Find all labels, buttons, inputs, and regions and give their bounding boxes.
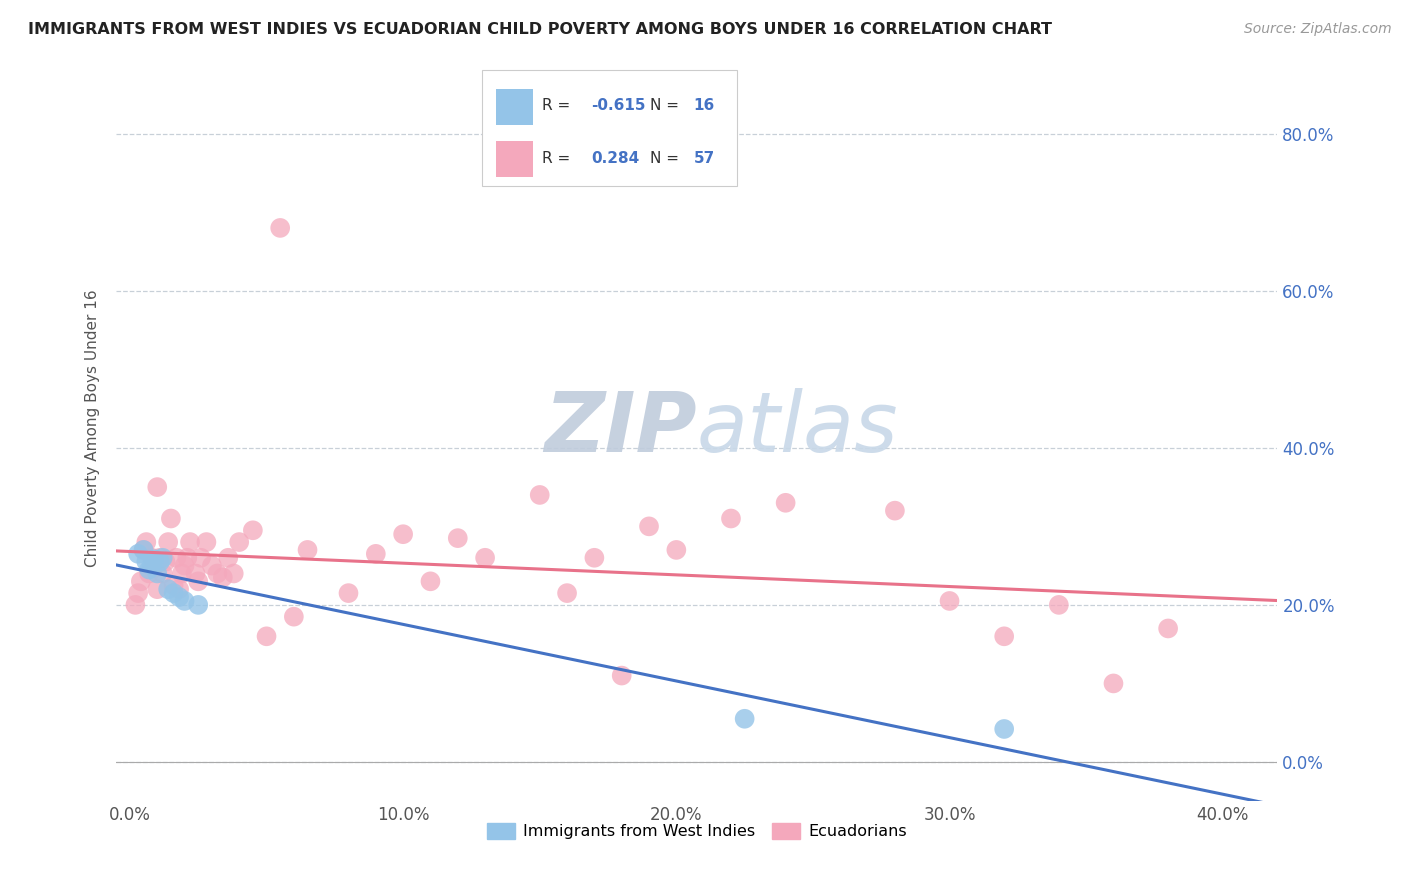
- Text: atlas: atlas: [697, 388, 898, 468]
- Point: [163, 578, 186, 592]
- Text: 57: 57: [693, 151, 714, 166]
- Point: [938, 594, 960, 608]
- Point: [447, 531, 470, 545]
- Point: [555, 586, 578, 600]
- Point: [222, 566, 245, 581]
- Point: [124, 598, 146, 612]
- Point: [135, 555, 157, 569]
- Point: [152, 566, 174, 581]
- Point: [146, 480, 169, 494]
- Point: [734, 712, 756, 726]
- Point: [187, 598, 209, 612]
- Point: [170, 566, 193, 581]
- Y-axis label: Child Poverty Among Boys Under 16: Child Poverty Among Boys Under 16: [86, 289, 100, 567]
- Point: [269, 221, 291, 235]
- Point: [256, 629, 278, 643]
- Point: [167, 582, 190, 597]
- Point: [155, 555, 177, 569]
- Point: [157, 582, 180, 597]
- Point: [149, 550, 172, 565]
- Point: [364, 547, 387, 561]
- Text: -0.615: -0.615: [591, 98, 645, 113]
- Point: [474, 550, 496, 565]
- Point: [883, 503, 905, 517]
- Point: [419, 574, 441, 589]
- Text: 16: 16: [693, 98, 714, 113]
- Point: [173, 558, 195, 573]
- Point: [160, 511, 183, 525]
- Point: [149, 555, 172, 569]
- Text: IMMIGRANTS FROM WEST INDIES VS ECUADORIAN CHILD POVERTY AMONG BOYS UNDER 16 CORR: IMMIGRANTS FROM WEST INDIES VS ECUADORIA…: [28, 22, 1052, 37]
- Text: R =: R =: [543, 151, 575, 166]
- Point: [1102, 676, 1125, 690]
- Point: [187, 574, 209, 589]
- Point: [143, 558, 166, 573]
- Point: [146, 566, 169, 581]
- Point: [529, 488, 551, 502]
- Point: [141, 550, 163, 565]
- Point: [138, 563, 160, 577]
- Point: [127, 547, 149, 561]
- Point: [127, 586, 149, 600]
- Point: [201, 558, 224, 573]
- Point: [167, 590, 190, 604]
- Point: [152, 550, 174, 565]
- Point: [132, 542, 155, 557]
- Point: [337, 586, 360, 600]
- Text: Source: ZipAtlas.com: Source: ZipAtlas.com: [1244, 22, 1392, 37]
- Legend: Immigrants from West Indies, Ecuadorians: Immigrants from West Indies, Ecuadorians: [481, 816, 914, 846]
- Point: [195, 535, 218, 549]
- Point: [138, 566, 160, 581]
- Point: [1157, 622, 1180, 636]
- Point: [176, 550, 198, 565]
- Point: [143, 552, 166, 566]
- Point: [207, 566, 229, 581]
- Point: [157, 535, 180, 549]
- Point: [211, 570, 233, 584]
- Point: [190, 550, 212, 565]
- Point: [1047, 598, 1070, 612]
- Point: [283, 609, 305, 624]
- Point: [129, 574, 152, 589]
- Point: [242, 523, 264, 537]
- Point: [163, 586, 186, 600]
- Point: [297, 542, 319, 557]
- Point: [132, 542, 155, 557]
- Text: 0.284: 0.284: [591, 151, 640, 166]
- Point: [720, 511, 742, 525]
- Point: [135, 535, 157, 549]
- Point: [141, 558, 163, 573]
- Point: [146, 582, 169, 597]
- Point: [184, 566, 207, 581]
- FancyBboxPatch shape: [496, 141, 533, 177]
- Text: ZIP: ZIP: [544, 388, 697, 468]
- Point: [665, 542, 688, 557]
- Point: [638, 519, 661, 533]
- FancyBboxPatch shape: [482, 70, 738, 186]
- Point: [392, 527, 415, 541]
- Point: [583, 550, 606, 565]
- FancyBboxPatch shape: [496, 88, 533, 125]
- Point: [610, 668, 633, 682]
- Point: [217, 550, 239, 565]
- Point: [165, 550, 187, 565]
- Point: [179, 535, 201, 549]
- Point: [993, 722, 1015, 736]
- Point: [173, 594, 195, 608]
- Text: R =: R =: [543, 98, 575, 113]
- Text: N =: N =: [651, 98, 685, 113]
- Point: [775, 496, 797, 510]
- Point: [228, 535, 250, 549]
- Point: [993, 629, 1015, 643]
- Text: N =: N =: [651, 151, 685, 166]
